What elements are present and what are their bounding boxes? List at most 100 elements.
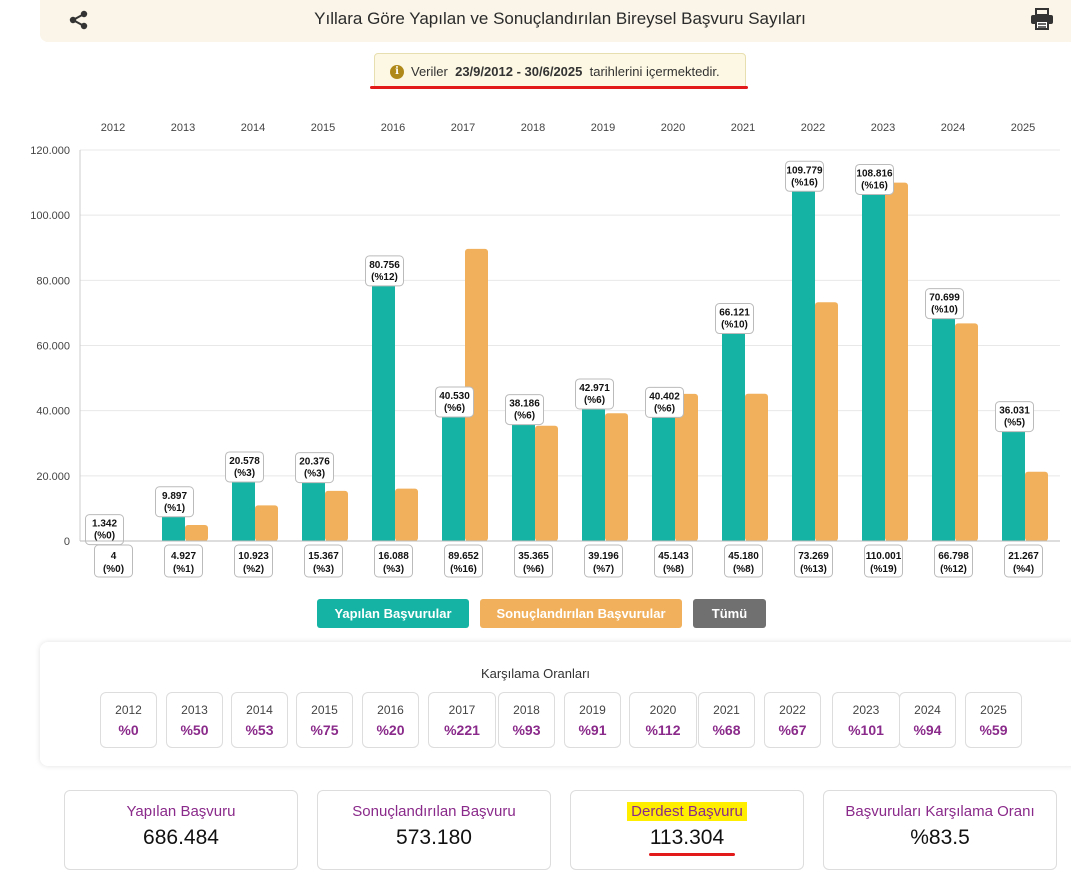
ratio-box: 2013%50: [166, 692, 223, 748]
bar-concluded: [605, 413, 628, 541]
data-label-concluded-pct: (%12): [940, 564, 967, 575]
date-range-notice: i Veriler 23/9/2012 - 30/6/2025 tarihler…: [374, 53, 746, 89]
data-label-filed-pct: (%16): [861, 180, 888, 191]
ratio-year: 2012: [101, 703, 156, 717]
bar-concluded: [815, 302, 838, 541]
y-tick-label: 20.000: [36, 471, 70, 483]
legend-button-filed[interactable]: Yapılan Başvurular: [317, 599, 469, 628]
ratio-box: 2023%101: [832, 692, 900, 748]
bar-concluded: [745, 394, 768, 541]
ratio-box: 2022%67: [764, 692, 821, 748]
legend-button-concluded[interactable]: Sonuçlandırılan Başvurular: [480, 599, 682, 628]
bar-filed: [302, 475, 325, 541]
stat-value: 573.180: [318, 826, 550, 850]
x-tick-label: 2022: [801, 122, 825, 134]
x-tick-label: 2013: [171, 122, 195, 134]
data-label-concluded: 15.367: [308, 551, 339, 562]
data-label-concluded: 16.088: [378, 551, 409, 562]
stat-card-filed: Yapılan Başvuru 686.484: [64, 790, 298, 870]
data-label-concluded: 39.196: [588, 551, 619, 562]
data-label-filed: 70.699: [929, 293, 960, 304]
print-icon[interactable]: [1030, 8, 1054, 30]
data-label-filed: 80.756: [369, 260, 400, 271]
data-label-concluded-pct: (%7): [593, 564, 614, 575]
data-label-concluded: 21.267: [1008, 551, 1039, 562]
stat-label: Derdest Başvuru: [571, 803, 803, 820]
data-label-filed: 66.121: [719, 308, 750, 319]
ratio-percent: %59: [966, 722, 1021, 738]
data-label-filed: 109.779: [786, 165, 823, 176]
bar-concluded: [185, 525, 208, 541]
bar-concluded: [1025, 472, 1048, 541]
ratio-year: 2021: [699, 703, 754, 717]
x-tick-label: 2018: [521, 122, 545, 134]
ratio-year: 2024: [900, 703, 955, 717]
ratio-percent: %68: [699, 722, 754, 738]
data-label-concluded: 4.927: [171, 551, 196, 562]
y-tick-label: 60.000: [36, 341, 70, 353]
ratio-year: 2014: [232, 703, 287, 717]
x-tick-label: 2023: [871, 122, 895, 134]
stat-value: 113.304: [571, 826, 803, 850]
ratio-panel-title: Karşılama Oranları: [0, 666, 1071, 681]
bar-filed: [582, 401, 605, 541]
data-label-filed: 42.971: [579, 383, 610, 394]
notice-start-date: 23/9/2012: [455, 64, 513, 79]
data-label-concluded: 35.365: [518, 551, 549, 562]
bar-concluded: [255, 505, 278, 541]
highlighted-label: Derdest Başvuru: [627, 802, 747, 821]
stat-label: Yapılan Başvuru: [65, 803, 297, 820]
x-tick-label: 2020: [661, 122, 685, 134]
data-label-filed-pct: (%0): [94, 531, 115, 542]
data-label-filed-pct: (%12): [371, 272, 398, 283]
ratio-box: 2018 %93: [498, 692, 555, 748]
ratio-year: 2025: [966, 703, 1021, 717]
data-label-concluded-pct: (%4): [1013, 564, 1034, 575]
data-label-concluded-pct: (%2): [243, 564, 264, 575]
data-label-filed-pct: (%6): [584, 395, 605, 406]
notice-end-date: 30/6/2025: [525, 64, 583, 79]
data-label-concluded-pct: (%19): [870, 564, 897, 575]
ratio-percent: %0: [101, 722, 156, 738]
stat-card-ratio: Başvuruları Karşılama Oranı %83.5: [823, 790, 1057, 870]
ratio-box: 2017%221: [428, 692, 496, 748]
bar-concluded: [955, 323, 978, 541]
ratio-box: 2015%75: [296, 692, 353, 748]
page-title: Yıllara Göre Yapılan ve Sonuçlandırılan …: [40, 9, 1071, 29]
data-label-concluded-pct: (%16): [450, 564, 477, 575]
bar-filed: [722, 326, 745, 541]
bar-filed: [862, 186, 885, 541]
data-label-filed-pct: (%16): [791, 177, 818, 188]
bar-filed: [652, 409, 675, 541]
data-label-filed-pct: (%3): [304, 469, 325, 480]
x-tick-label: 2012: [101, 122, 125, 134]
data-label-concluded: 110.001: [866, 551, 902, 562]
ratio-year: 2015: [297, 703, 352, 717]
page-header: Yıllara Göre Yapılan ve Sonuçlandırılan …: [40, 0, 1071, 42]
y-tick-label: 100.000: [30, 210, 70, 222]
legend-button-all[interactable]: Tümü: [693, 599, 766, 628]
data-label-filed: 36.031: [999, 406, 1030, 417]
data-label-filed: 40.402: [649, 391, 680, 402]
bar-filed: [442, 409, 465, 541]
stat-label: Sonuçlandırılan Başvuru: [318, 803, 550, 820]
bar-filed: [372, 278, 395, 541]
ratio-percent: %50: [167, 722, 222, 738]
stat-label: Başvuruları Karşılama Oranı: [824, 803, 1056, 820]
bar-filed: [932, 311, 955, 541]
data-label-concluded-pct: (%13): [800, 564, 827, 575]
y-tick-label: 80.000: [36, 275, 70, 287]
ratio-year: 2018: [499, 703, 554, 717]
bar-filed: [512, 417, 535, 541]
ratio-percent: %93: [499, 722, 554, 738]
data-label-concluded-pct: (%8): [733, 564, 754, 575]
x-tick-label: 2014: [241, 122, 265, 134]
data-label-concluded-pct: (%3): [313, 564, 334, 575]
x-tick-label: 2019: [591, 122, 615, 134]
y-tick-label: 120.000: [30, 145, 70, 157]
ratio-percent: %20: [363, 722, 418, 738]
ratio-percent: %91: [565, 722, 620, 738]
y-tick-label: 40.000: [36, 406, 70, 418]
x-tick-label: 2024: [941, 122, 965, 134]
